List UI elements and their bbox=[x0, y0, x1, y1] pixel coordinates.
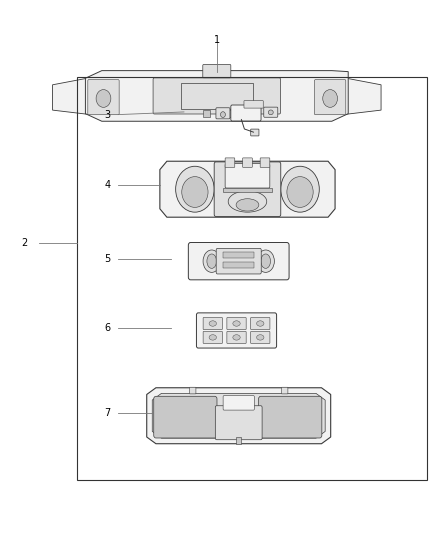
Ellipse shape bbox=[176, 166, 214, 212]
Ellipse shape bbox=[268, 110, 273, 115]
FancyBboxPatch shape bbox=[203, 64, 231, 78]
FancyBboxPatch shape bbox=[225, 164, 270, 188]
FancyBboxPatch shape bbox=[88, 80, 119, 115]
Ellipse shape bbox=[207, 254, 216, 269]
Bar bbox=[223, 252, 254, 258]
Bar bbox=[180, 83, 253, 109]
Text: 1: 1 bbox=[214, 35, 220, 45]
Bar bbox=[223, 262, 254, 268]
Ellipse shape bbox=[96, 90, 111, 107]
Bar bbox=[224, 110, 231, 117]
Text: 3: 3 bbox=[104, 110, 110, 119]
FancyBboxPatch shape bbox=[216, 248, 261, 274]
Ellipse shape bbox=[233, 321, 240, 326]
Ellipse shape bbox=[236, 199, 259, 211]
FancyBboxPatch shape bbox=[188, 243, 289, 280]
Ellipse shape bbox=[287, 176, 313, 207]
Bar bbox=[77, 77, 427, 480]
PathPatch shape bbox=[315, 73, 381, 120]
FancyBboxPatch shape bbox=[264, 107, 278, 117]
Ellipse shape bbox=[257, 335, 264, 340]
Ellipse shape bbox=[281, 166, 319, 212]
FancyBboxPatch shape bbox=[223, 395, 254, 410]
FancyBboxPatch shape bbox=[260, 158, 270, 167]
Bar bbox=[203, 110, 210, 117]
Ellipse shape bbox=[261, 254, 271, 269]
Ellipse shape bbox=[203, 250, 220, 272]
FancyBboxPatch shape bbox=[216, 108, 230, 119]
Ellipse shape bbox=[257, 250, 274, 272]
FancyBboxPatch shape bbox=[258, 397, 322, 438]
FancyBboxPatch shape bbox=[196, 313, 277, 348]
Ellipse shape bbox=[209, 335, 216, 340]
PathPatch shape bbox=[53, 73, 118, 120]
FancyBboxPatch shape bbox=[243, 158, 252, 167]
FancyBboxPatch shape bbox=[190, 387, 196, 394]
FancyBboxPatch shape bbox=[227, 332, 246, 343]
Ellipse shape bbox=[257, 321, 264, 326]
PathPatch shape bbox=[152, 393, 325, 438]
FancyBboxPatch shape bbox=[227, 318, 246, 329]
FancyBboxPatch shape bbox=[225, 158, 235, 167]
FancyBboxPatch shape bbox=[231, 105, 261, 121]
FancyBboxPatch shape bbox=[215, 406, 262, 440]
FancyBboxPatch shape bbox=[214, 162, 281, 216]
Ellipse shape bbox=[220, 112, 226, 117]
Text: 2: 2 bbox=[21, 238, 27, 247]
Ellipse shape bbox=[182, 176, 208, 207]
Ellipse shape bbox=[228, 191, 267, 212]
Ellipse shape bbox=[209, 321, 216, 326]
FancyBboxPatch shape bbox=[203, 318, 223, 329]
Text: 5: 5 bbox=[104, 254, 110, 263]
FancyBboxPatch shape bbox=[154, 397, 217, 438]
Ellipse shape bbox=[323, 90, 338, 107]
FancyBboxPatch shape bbox=[153, 78, 281, 114]
Bar bbox=[223, 188, 272, 192]
FancyBboxPatch shape bbox=[244, 101, 263, 108]
Text: 7: 7 bbox=[104, 408, 110, 418]
PathPatch shape bbox=[160, 161, 335, 217]
FancyBboxPatch shape bbox=[203, 332, 223, 343]
FancyBboxPatch shape bbox=[282, 387, 288, 394]
FancyBboxPatch shape bbox=[314, 80, 346, 115]
PathPatch shape bbox=[147, 388, 331, 443]
FancyBboxPatch shape bbox=[251, 318, 270, 329]
Text: 6: 6 bbox=[104, 323, 110, 333]
Ellipse shape bbox=[233, 335, 240, 340]
Text: 4: 4 bbox=[104, 180, 110, 190]
FancyBboxPatch shape bbox=[251, 332, 270, 343]
Bar bbox=[236, 437, 241, 443]
PathPatch shape bbox=[85, 71, 348, 122]
FancyBboxPatch shape bbox=[251, 129, 259, 136]
